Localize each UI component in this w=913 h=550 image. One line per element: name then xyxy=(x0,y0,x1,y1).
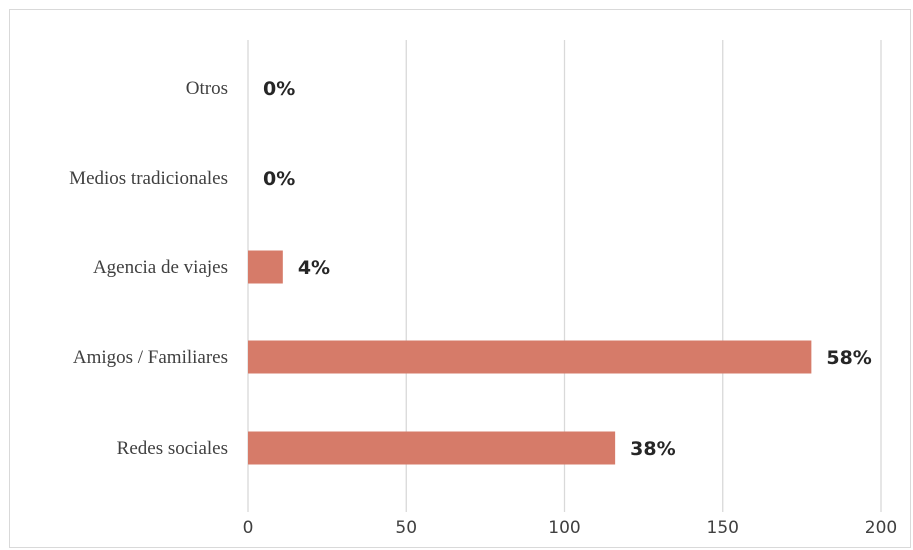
category-label-redes-sociales: Redes sociales xyxy=(117,438,228,459)
x-tick-label-100: 100 xyxy=(548,518,580,538)
x-tick-label-0: 0 xyxy=(243,518,254,538)
labels: 0 50 100 150 200 Redes sociales 38% Amigos / Fa… xyxy=(69,78,897,538)
bar-agencia-de-viajes xyxy=(248,250,283,284)
data-label-medios-tradicionales: 0% xyxy=(263,168,295,190)
data-label-agencia-de-viajes: 4% xyxy=(298,257,330,279)
bars xyxy=(248,250,812,465)
category-label-otros: Otros xyxy=(186,78,228,99)
x-tick-label-150: 150 xyxy=(707,518,739,538)
bar-amigos-familiares xyxy=(248,340,812,374)
data-label-amigos-familiares: 58% xyxy=(826,347,871,369)
bar-redes-sociales xyxy=(248,431,616,465)
data-label-otros: 0% xyxy=(263,78,295,100)
category-label-amigos-familiares: Amigos / Familiares xyxy=(73,347,228,368)
data-label-redes-sociales: 38% xyxy=(630,438,675,460)
x-tick-label-200: 200 xyxy=(865,518,897,538)
x-tick-label-50: 50 xyxy=(395,518,417,538)
category-label-medios-tradicionales: Medios tradicionales xyxy=(69,168,228,189)
category-label-agencia-de-viajes: Agencia de viajes xyxy=(93,257,228,278)
